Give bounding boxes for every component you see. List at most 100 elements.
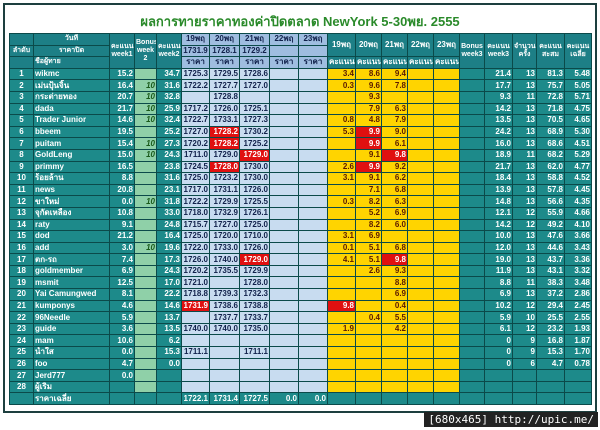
cell: 1735.0: [239, 322, 270, 336]
cell: [269, 357, 299, 371]
cell: [327, 346, 356, 359]
cell: 1733.1: [209, 114, 240, 127]
cell: 13: [512, 160, 537, 174]
cell: 4.7: [536, 357, 565, 371]
cell: [269, 148, 299, 162]
cell: 11: [512, 90, 537, 104]
cell: 1.9: [327, 322, 356, 336]
cell: [459, 183, 485, 197]
cell: [381, 369, 408, 382]
header-cell: Bonus week 2: [134, 33, 157, 69]
row: 13 จุกัดเหลือง 10.8 33.0 1718.0 1732.9 1726.1 5…: [9, 206, 592, 220]
cell: 2.45: [564, 299, 592, 313]
cell: [327, 218, 356, 232]
cell: 3.6: [109, 322, 135, 336]
cell: [327, 288, 356, 301]
cell: 1725.0: [181, 230, 210, 243]
cell: [381, 357, 408, 371]
cell: 1732.9: [209, 206, 240, 220]
cell: 1725.0: [239, 218, 270, 232]
cell: [327, 311, 356, 324]
cell: [239, 357, 270, 371]
cell: 20: [9, 288, 34, 301]
cell: [433, 160, 460, 174]
cell: 4.77: [564, 160, 592, 174]
cell: [433, 357, 460, 371]
cell: 25.5: [536, 311, 565, 324]
cell: 15.3: [536, 346, 565, 359]
cell: 3.0: [109, 241, 135, 255]
cell: [459, 125, 485, 139]
cell: 37.2: [536, 288, 565, 301]
cell: 5.9: [484, 311, 513, 324]
cell: [433, 218, 460, 232]
row: 17 ตก-รถ 7.4 17.3 1726.0 1740.0 1729.0 4.1 5.1 9.…: [9, 253, 592, 266]
cell: 6.1: [381, 137, 408, 150]
cell: 3.43: [564, 241, 592, 255]
cell: 43.1: [536, 264, 565, 278]
cell: 9.9: [355, 125, 382, 139]
date-header: 19พฤ: [181, 33, 210, 46]
row: 19 msmit 12.5 17.0 1721.0 1728.0 8.8 8.8 11 38.3 3…: [9, 276, 592, 290]
cell: [407, 288, 434, 301]
cell: 5.48: [564, 67, 592, 81]
cell: 4.52: [564, 172, 592, 185]
cell: 8.8: [484, 276, 513, 290]
cell: [433, 299, 460, 313]
cell: [327, 334, 356, 348]
cell: 16.0: [484, 137, 513, 150]
cell: [407, 195, 434, 208]
cell: [269, 67, 299, 81]
cell: 1717.2: [181, 102, 210, 116]
cell: 1726.0: [181, 253, 210, 266]
cell: 16: [9, 241, 34, 255]
cell: [433, 380, 460, 394]
cell: [459, 90, 485, 104]
score-label: คะแนน: [327, 56, 356, 69]
cell: 75.7: [536, 79, 565, 92]
cell: 1737.7: [209, 311, 240, 324]
cell: [459, 357, 485, 371]
cell: [327, 137, 356, 150]
cell: [327, 90, 356, 104]
cell: [459, 276, 485, 290]
cell: [269, 264, 299, 278]
cell: [298, 230, 328, 243]
cell: [407, 241, 434, 255]
cell: [433, 253, 460, 266]
cell: [512, 392, 537, 405]
cell: 1739.3: [209, 288, 240, 301]
cell: 9: [9, 160, 34, 174]
player-name: raty: [33, 218, 110, 232]
cell: [407, 392, 434, 405]
cell: [433, 311, 460, 324]
cell: 9.3: [381, 264, 408, 278]
cell: [407, 90, 434, 104]
cell: [134, 218, 157, 232]
cell: [269, 90, 299, 104]
player-name: goldmember: [33, 264, 110, 278]
cell: 32.8: [156, 90, 182, 104]
cell: 7.4: [109, 253, 135, 266]
cell: [134, 322, 157, 336]
cell: 25: [9, 346, 34, 359]
cell: [181, 357, 210, 371]
player-name: puitam: [33, 137, 110, 150]
player-name: GoldLeng: [33, 148, 110, 162]
cell: [134, 392, 157, 405]
cell: 23: [9, 322, 34, 336]
cell: 0.3: [327, 79, 356, 92]
cell: 1727.3: [239, 114, 270, 127]
cell: [459, 369, 485, 382]
closing-price: 1728.1: [209, 44, 240, 58]
cell: [239, 369, 270, 382]
cell: [433, 241, 460, 255]
cell: 10: [134, 90, 157, 104]
cell: 20.7: [109, 90, 135, 104]
cell: 13: [512, 172, 537, 185]
cell: 31.8: [156, 195, 182, 208]
cell: [269, 334, 299, 348]
cell: 6.0: [381, 218, 408, 232]
cell: [327, 380, 356, 394]
cell: 1726.0: [239, 241, 270, 255]
